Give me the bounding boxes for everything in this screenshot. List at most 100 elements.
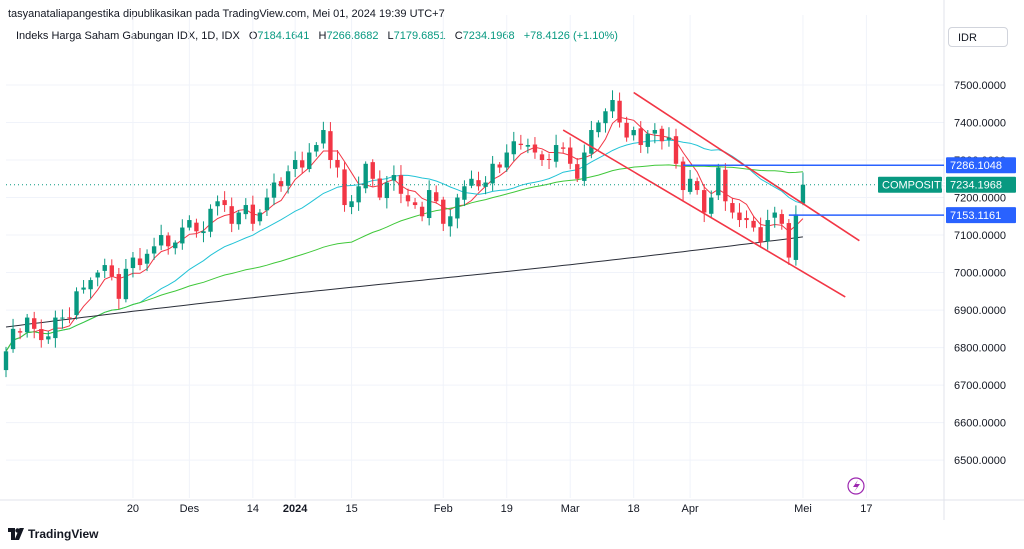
candle-body: [652, 130, 658, 134]
candle-body: [575, 164, 580, 179]
candle-body: [638, 128, 643, 146]
x-tick-label: Mar: [561, 503, 580, 515]
candle-body: [370, 162, 375, 179]
candle-body: [102, 265, 107, 271]
candle-body: [680, 161, 686, 191]
currency-selector[interactable]: IDR: [948, 27, 1008, 47]
y-tick-label: 6500.0000: [954, 455, 1006, 467]
candle-body: [758, 227, 763, 243]
candle-body: [53, 317, 58, 339]
candle-body: [631, 130, 636, 136]
publisher-line: tasyanataliapangestika dipublikasikan pa…: [8, 8, 445, 20]
price-tags: 7286.1048 7153.1161 COMPOSITE 7234.1968: [878, 157, 1016, 224]
grid: [0, 0, 1024, 520]
y-tick-label: 7400.0000: [954, 118, 1006, 130]
candle-body: [285, 171, 291, 186]
candle-body: [455, 197, 460, 219]
ma-line-5: [5, 116, 804, 352]
horizontal-lines[interactable]: [6, 164, 944, 216]
candle-body: [412, 202, 418, 206]
x-tick-label: 2024: [283, 503, 308, 515]
candle-body: [469, 178, 474, 186]
candle-body: [483, 182, 488, 187]
candle-body: [434, 192, 439, 202]
candle-body: [166, 235, 171, 247]
candle-body: [137, 258, 143, 266]
candles: [3, 90, 806, 378]
y-tick-label: 6600.0000: [954, 418, 1006, 430]
candle-body: [328, 131, 333, 161]
candle-body: [222, 200, 227, 206]
channel-lines[interactable]: [562, 91, 860, 298]
candle-body: [737, 212, 742, 221]
hline-price-label: 7286.1048: [950, 160, 1002, 172]
event-icon[interactable]: [847, 477, 865, 495]
x-tick-label: Des: [180, 503, 200, 515]
candle-body: [617, 100, 622, 123]
candle-body: [95, 272, 100, 278]
candle-body: [532, 144, 538, 153]
candle-body: [180, 227, 185, 244]
candle-body: [356, 186, 361, 203]
candle-body: [405, 195, 411, 202]
candle-body: [144, 253, 150, 264]
y-tick-label: 7100.0000: [954, 230, 1006, 242]
candle-body: [384, 182, 390, 199]
x-tick-label: 14: [247, 503, 259, 515]
candle-body: [229, 206, 234, 224]
candle-body: [173, 242, 178, 249]
candle-body: [257, 212, 263, 222]
candle-body: [130, 257, 136, 269]
candle-body: [391, 175, 397, 181]
candle-body: [321, 130, 326, 144]
candle-body: [610, 100, 615, 112]
y-tick-label: 7500.0000: [954, 80, 1006, 92]
y-tick-label: 6900.0000: [954, 305, 1006, 317]
last-price-tag: [946, 176, 1016, 193]
x-tick-label: Apr: [682, 503, 699, 515]
candle-body: [236, 212, 241, 225]
footer-brand[interactable]: TradingView: [8, 527, 98, 541]
candle-body: [490, 163, 495, 184]
y-tick-label: 7000.0000: [954, 268, 1006, 280]
candle-body: [158, 235, 164, 246]
candle-body: [596, 122, 601, 133]
candle-body: [694, 181, 700, 191]
candle-body: [32, 318, 37, 329]
candle-body: [476, 180, 481, 187]
candle-body: [504, 152, 509, 168]
candle-body: [300, 160, 305, 168]
candle-body: [645, 133, 650, 147]
last-price-label: 7234.1968: [950, 180, 1002, 192]
symbol-title[interactable]: Indeks Harga Saham Gabungan IDX, 1D, IDX: [16, 30, 240, 42]
candle-body: [363, 163, 368, 189]
candle-body: [39, 329, 44, 341]
candle-body: [730, 203, 735, 213]
x-tick-label: Mei: [794, 503, 812, 515]
candle-body: [624, 122, 629, 138]
candle-body: [666, 137, 672, 140]
candle-body: [307, 152, 312, 170]
candle-body: [659, 128, 665, 142]
candle-body: [603, 111, 608, 124]
candle-body: [589, 130, 594, 154]
candle-body: [448, 216, 453, 227]
close-label: C: [454, 30, 463, 42]
candle-body: [123, 268, 129, 300]
close-value: 7234.1968: [462, 30, 515, 42]
legend: Indeks Harga Saham Gabungan IDX, 1D, IDX…: [16, 30, 618, 42]
change-value: +78.4126 (+1.10%): [523, 30, 618, 42]
high-label: H: [318, 30, 327, 42]
ma-line-200: [5, 236, 803, 328]
candle-body: [723, 169, 728, 202]
candle-body: [201, 231, 206, 234]
y-tick-label: 7200.0000: [954, 193, 1006, 205]
candle-body: [511, 141, 516, 155]
candle-body: [342, 169, 347, 206]
symbol-name-tag: [878, 176, 942, 193]
candle-body: [243, 205, 248, 215]
hline-price-label: 7153.1161: [950, 210, 1001, 222]
candle-body: [702, 190, 707, 213]
candle-body: [800, 184, 806, 204]
